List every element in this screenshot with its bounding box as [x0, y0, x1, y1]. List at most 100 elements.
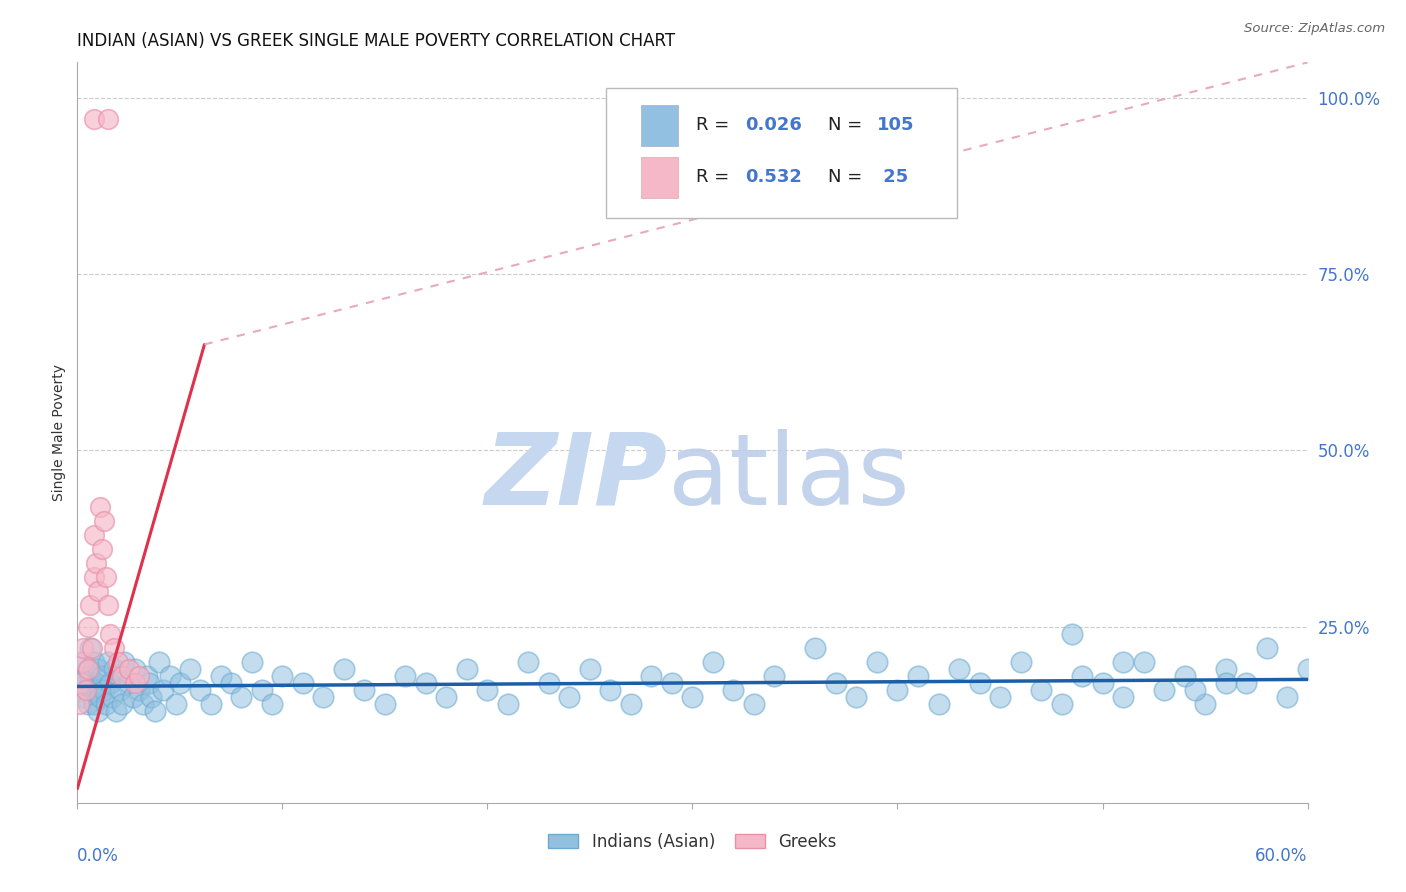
Point	[620, 697, 643, 711]
Point	[76, 697, 98, 711]
Point	[262, 697, 284, 711]
Point	[107, 669, 129, 683]
Point	[70, 683, 93, 698]
Point	[723, 683, 745, 698]
Point	[1029, 683, 1052, 698]
Point	[1256, 640, 1278, 655]
Point	[1234, 676, 1257, 690]
Point	[79, 599, 101, 613]
Point	[907, 669, 929, 683]
Point	[117, 662, 139, 676]
Point	[94, 570, 117, 584]
Point	[124, 662, 146, 676]
Text: 105: 105	[877, 116, 914, 135]
Text: Source: ZipAtlas.com: Source: ZipAtlas.com	[1244, 22, 1385, 36]
Text: atlas: atlas	[668, 428, 910, 525]
Point	[702, 655, 724, 669]
Point	[333, 662, 356, 676]
Point	[124, 676, 146, 690]
Point	[87, 662, 110, 676]
Point	[640, 669, 662, 683]
Point	[763, 669, 786, 683]
Point	[1153, 683, 1175, 698]
Point	[128, 683, 150, 698]
Point	[75, 683, 97, 698]
Point	[76, 662, 98, 676]
Point	[80, 640, 103, 655]
Point	[200, 697, 222, 711]
Text: 25: 25	[877, 169, 908, 186]
Point	[1215, 676, 1237, 690]
Point	[97, 112, 120, 126]
Point	[67, 697, 90, 711]
Point	[169, 676, 191, 690]
Text: ZIP: ZIP	[485, 428, 668, 525]
Point	[496, 697, 519, 711]
Point	[70, 655, 93, 669]
Point	[72, 690, 94, 704]
FancyBboxPatch shape	[606, 88, 957, 218]
Point	[98, 626, 121, 640]
Point	[415, 676, 437, 690]
Point	[98, 676, 121, 690]
Point	[845, 690, 868, 704]
Point	[83, 570, 105, 584]
Point	[1060, 626, 1083, 640]
Point	[75, 676, 97, 690]
Text: INDIAN (ASIAN) VS GREEK SINGLE MALE POVERTY CORRELATION CHART: INDIAN (ASIAN) VS GREEK SINGLE MALE POVE…	[77, 32, 675, 50]
Point	[436, 690, 458, 704]
Point	[1112, 655, 1135, 669]
Point	[93, 514, 115, 528]
Point	[84, 676, 107, 690]
Point	[209, 669, 232, 683]
Text: 60.0%: 60.0%	[1256, 847, 1308, 865]
Point	[143, 704, 166, 718]
Point	[374, 697, 396, 711]
Point	[89, 690, 111, 704]
Text: 0.026: 0.026	[745, 116, 803, 135]
Point	[103, 662, 125, 676]
Point	[79, 669, 101, 683]
Point	[76, 619, 98, 633]
Point	[742, 697, 765, 711]
Point	[1215, 662, 1237, 676]
Point	[312, 690, 335, 704]
Point	[114, 655, 136, 669]
Point	[240, 655, 263, 669]
Point	[1275, 690, 1298, 704]
Point	[1050, 697, 1073, 711]
Point	[928, 697, 950, 711]
Point	[79, 640, 101, 655]
Point	[117, 676, 139, 690]
Point	[83, 655, 105, 669]
Text: R =: R =	[696, 116, 735, 135]
Point	[70, 676, 93, 690]
Point	[1091, 676, 1114, 690]
Point	[97, 655, 120, 669]
Point	[948, 662, 970, 676]
Point	[83, 112, 105, 126]
Point	[969, 676, 991, 690]
Point	[558, 690, 581, 704]
Point	[804, 640, 827, 655]
Point	[132, 697, 155, 711]
Point	[152, 683, 174, 698]
Point	[103, 640, 125, 655]
Text: 0.532: 0.532	[745, 169, 803, 186]
Point	[107, 655, 129, 669]
Point	[159, 669, 181, 683]
Point	[219, 676, 242, 690]
Point	[110, 683, 132, 698]
Point	[72, 655, 94, 669]
Point	[1132, 655, 1154, 669]
Point	[72, 640, 94, 655]
Point	[188, 683, 212, 698]
Point	[128, 669, 150, 683]
Point	[353, 683, 375, 698]
Point	[141, 690, 163, 704]
Point	[87, 704, 110, 718]
Point	[250, 683, 273, 698]
Point	[1010, 655, 1032, 669]
Point	[988, 690, 1011, 704]
Point	[90, 541, 114, 556]
